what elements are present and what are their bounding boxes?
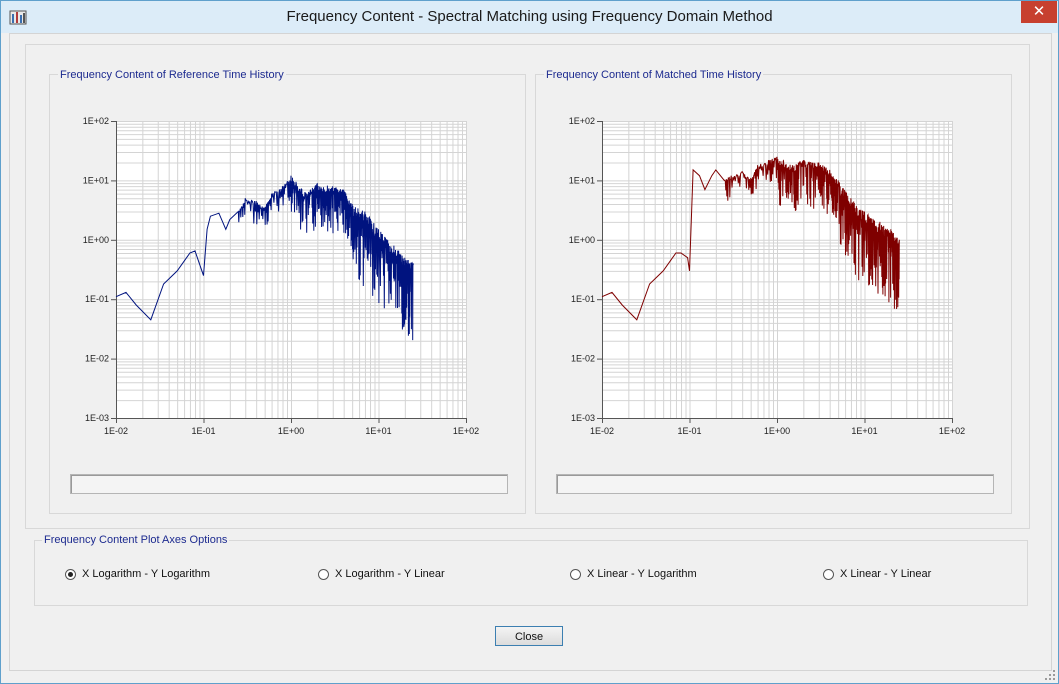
matched-progress-bar: [556, 474, 994, 494]
y-tick-label: 1E-03: [85, 413, 109, 423]
x-tick-label: 1E-02: [104, 426, 128, 436]
radio-xlog-ylog[interactable]: X Logarithm - Y Logarithm: [65, 567, 210, 581]
y-tick-label: 1E-02: [571, 354, 595, 364]
y-tick-label: 1E-01: [571, 294, 595, 304]
window-close-button[interactable]: ✕: [1021, 1, 1057, 23]
radio-dot[interactable]: [823, 568, 834, 580]
matched-chart: 1E-03 1E-02 1E-01 1E+00 1E+01 1E+02 1E-02 1E-01…: [569, 116, 965, 436]
y-tick-label: 1E+00: [83, 235, 109, 245]
radio-xlinear-ylinear[interactable]: X Linear - Y Linear: [823, 567, 931, 581]
radio-dot[interactable]: [318, 568, 329, 580]
charts-group: [25, 44, 1030, 529]
y-tick-label: 1E+02: [569, 116, 595, 126]
x-tick-label: 1E-01: [677, 426, 701, 436]
reference-chart-panel: Frequency Content of Reference Time Hist…: [49, 69, 526, 514]
series-line: [601, 156, 900, 321]
matched-chart-title: Frequency Content of Matched Time Histor…: [544, 69, 764, 81]
window-title: Frequency Content - Spectral Matching us…: [286, 8, 773, 25]
close-button[interactable]: Close: [495, 626, 563, 646]
x-tick-label: 1E+00: [278, 426, 304, 436]
radio-label: X Linear - Y Logarithm: [587, 568, 697, 580]
x-tick-label: 1E+02: [453, 426, 479, 436]
x-tick-label: 1E+01: [365, 426, 391, 436]
radio-label: X Logarithm - Y Linear: [335, 568, 445, 580]
y-tick-label: 1E-03: [571, 413, 595, 423]
resize-grip-icon[interactable]: [1044, 669, 1056, 681]
title-bar[interactable]: Frequency Content - Spectral Matching us…: [1, 1, 1058, 33]
y-tick-label: 1E+01: [569, 175, 595, 185]
radio-xlog-ylinear[interactable]: X Logarithm - Y Linear: [318, 567, 445, 581]
reference-chart: 1E-03 1E-02 1E-01 1E+00 1E+01 1E+02 1E-02 1E-01…: [83, 116, 479, 436]
x-tick-label: 1E-01: [191, 426, 215, 436]
radio-dot[interactable]: [65, 568, 76, 580]
radio-dot[interactable]: [570, 568, 581, 580]
y-tick-label: 1E-01: [85, 294, 109, 304]
radio-xlinear-ylog[interactable]: X Linear - Y Logarithm: [570, 567, 697, 581]
series-line: [115, 175, 414, 341]
grid-lines: [116, 121, 467, 419]
x-tick-label: 1E-02: [590, 426, 614, 436]
y-tick-label: 1E+01: [83, 175, 109, 185]
axes-options-group: Frequency Content Plot Axes Options: [34, 534, 1028, 606]
close-icon: ✕: [1032, 3, 1046, 20]
radio-label: X Linear - Y Linear: [840, 568, 932, 580]
reference-progress-bar: [70, 474, 508, 494]
y-tick-label: 1E+02: [83, 116, 109, 126]
axes-options-title: Frequency Content Plot Axes Options: [42, 534, 230, 546]
x-tick-label: 1E+01: [851, 426, 877, 436]
matched-chart-panel: Frequency Content of Matched Time Histor…: [535, 69, 1012, 514]
y-tick-label: 1E-02: [85, 354, 109, 364]
reference-chart-title: Frequency Content of Reference Time Hist…: [58, 69, 286, 81]
radio-label: X Logarithm - Y Logarithm: [82, 568, 210, 580]
app-icon: [9, 10, 27, 25]
x-tick-label: 1E+00: [764, 426, 790, 436]
y-tick-label: 1E+00: [569, 235, 595, 245]
x-tick-label: 1E+02: [939, 426, 965, 436]
